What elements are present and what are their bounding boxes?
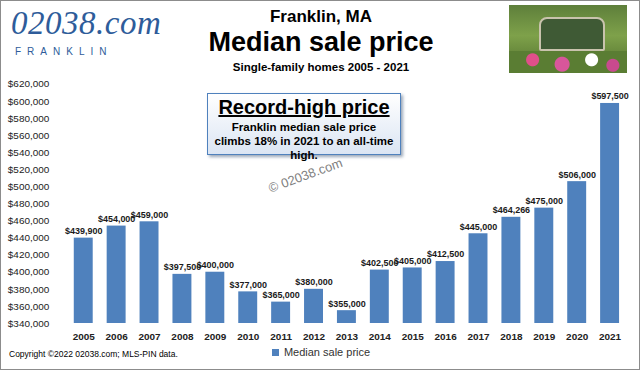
html-text:02038.com: 02038.com <box>11 5 162 41</box>
svg-text:$475,000: $475,000 <box>526 196 563 206</box>
svg-text:2013: 2013 <box>336 331 359 342</box>
svg-text:$400,000: $400,000 <box>8 266 50 277</box>
svg-text:$405,000: $405,000 <box>394 256 431 266</box>
svg-text:2015: 2015 <box>402 331 425 342</box>
svg-text:$600,000: $600,000 <box>8 96 50 107</box>
svg-text:2009: 2009 <box>204 331 227 342</box>
svg-text:$520,000: $520,000 <box>8 164 50 175</box>
svg-text:$355,000: $355,000 <box>328 299 365 309</box>
svg-text:$464,266: $464,266 <box>493 205 530 215</box>
svg-text:2021: 2021 <box>599 331 622 342</box>
html-text:Median sale price: Median sale price <box>208 27 434 57</box>
svg-text:2017: 2017 <box>467 331 490 342</box>
svg-text:$380,000: $380,000 <box>295 277 332 287</box>
svg-text:$439,900: $439,900 <box>65 226 102 236</box>
svg-text:2020: 2020 <box>566 331 589 342</box>
html-text:Franklin, MA: Franklin, MA <box>270 7 372 26</box>
svg-text:$620,000: $620,000 <box>8 78 50 89</box>
svg-text:$597,500: $597,500 <box>591 91 628 101</box>
html-text:Franklin median sale price cli: Franklin median sale price climbs 18% in… <box>214 121 394 161</box>
svg-text:$380,000: $380,000 <box>8 284 50 295</box>
svg-text:2014: 2014 <box>369 331 392 342</box>
svg-text:$445,000: $445,000 <box>460 222 497 232</box>
svg-text:2018: 2018 <box>500 331 523 342</box>
svg-text:$459,000: $459,000 <box>131 210 168 220</box>
svg-text:$420,000: $420,000 <box>8 249 50 260</box>
svg-text:2012: 2012 <box>303 331 326 342</box>
svg-text:2010: 2010 <box>237 331 260 342</box>
svg-text:$506,000: $506,000 <box>558 170 595 180</box>
html-text:Copyright ©2022 02038.com; MLS: Copyright ©2022 02038.com; MLS-PIN data. <box>9 349 178 359</box>
html-text:Single-family homes 2005 - 202: Single-family homes 2005 - 2021 <box>232 61 410 73</box>
svg-text:$400,000: $400,000 <box>197 260 234 270</box>
html-text:© 02038.com: © 02038.com <box>266 154 345 196</box>
svg-text:$377,000: $377,000 <box>230 280 267 290</box>
html-text:FRANKLIN: FRANKLIN <box>15 46 113 57</box>
svg-text:2005: 2005 <box>73 331 96 342</box>
svg-text:2019: 2019 <box>533 331 556 342</box>
svg-text:$560,000: $560,000 <box>8 130 50 141</box>
svg-text:$402,500: $402,500 <box>361 258 398 268</box>
svg-text:$580,000: $580,000 <box>8 113 50 124</box>
svg-text:2016: 2016 <box>435 331 458 342</box>
svg-text:$460,000: $460,000 <box>8 215 50 226</box>
svg-text:$412,500: $412,500 <box>427 249 464 259</box>
svg-text:2008: 2008 <box>171 331 194 342</box>
svg-text:$480,000: $480,000 <box>8 198 50 209</box>
html-text:Record-high price: Record-high price <box>218 96 390 118</box>
svg-text:$540,000: $540,000 <box>8 147 50 158</box>
svg-text:$454,000: $454,000 <box>98 214 135 224</box>
svg-text:2011: 2011 <box>270 331 292 342</box>
svg-text:$340,000: $340,000 <box>8 318 50 329</box>
svg-text:$440,000: $440,000 <box>8 232 50 243</box>
svg-text:$397,500: $397,500 <box>164 262 201 272</box>
svg-text:2007: 2007 <box>138 331 161 342</box>
svg-text:$365,000: $365,000 <box>262 290 299 300</box>
svg-text:$500,000: $500,000 <box>8 181 50 192</box>
html-text:Median sale price: Median sale price <box>283 346 371 358</box>
svg-text:2006: 2006 <box>106 331 129 342</box>
svg-text:$360,000: $360,000 <box>8 301 50 312</box>
